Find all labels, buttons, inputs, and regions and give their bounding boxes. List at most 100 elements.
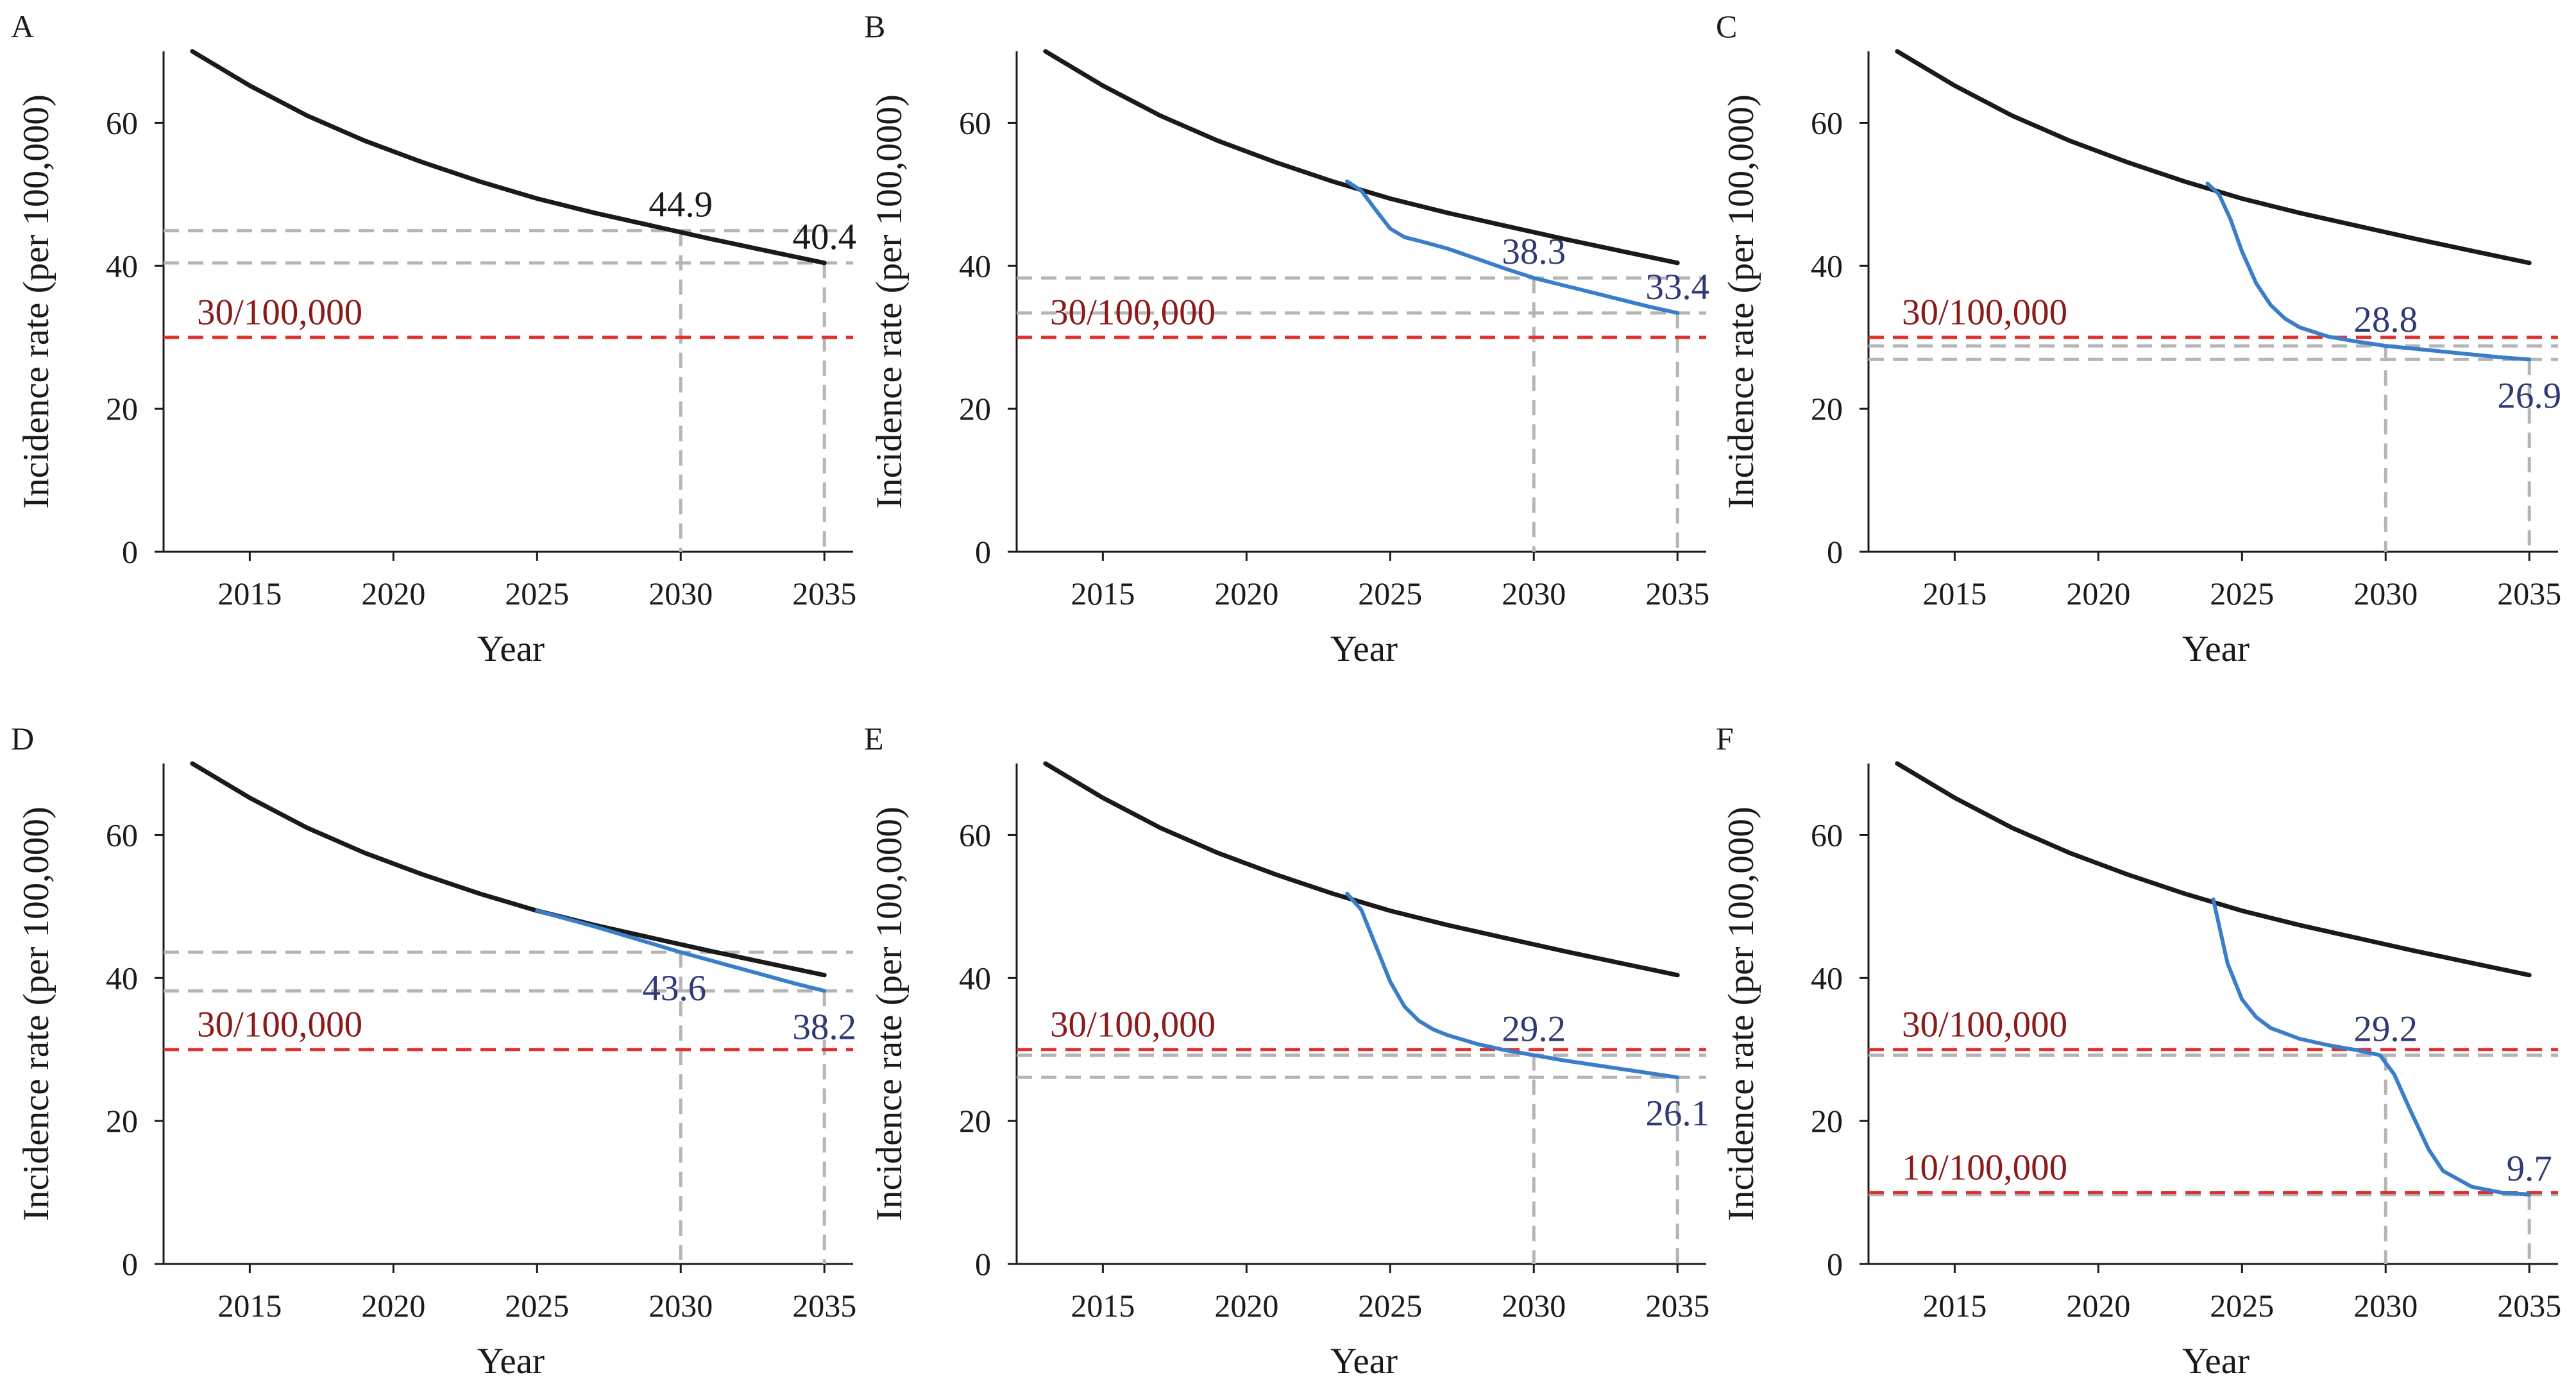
intervention-series-line: [1345, 891, 1680, 1080]
x-tick-label: 2020: [361, 1288, 425, 1324]
y-tick-label: 40: [1811, 248, 1843, 284]
y-tick-label: 20: [959, 391, 991, 427]
x-tick-label: 2030: [648, 576, 713, 611]
y-axis-title: Incidence rate (per 100,000): [1721, 806, 1761, 1221]
x-tick-label: 2035: [1645, 1288, 1709, 1324]
x-tick-label: 2015: [1922, 576, 1987, 611]
y-tick-label: 20: [106, 391, 138, 427]
panel-label: C: [1716, 8, 1737, 44]
y-tick-label: 60: [106, 105, 138, 141]
value-label: 9.7: [2507, 1148, 2552, 1189]
x-axis-title: Year: [477, 629, 545, 669]
value-label: 33.4: [1645, 267, 1709, 307]
y-axis-title: Incidence rate (per 100,000): [1721, 94, 1761, 509]
intervention-series-line: [2211, 897, 2532, 1197]
x-tick-label: 2015: [217, 576, 282, 611]
baseline-series-line: [1895, 49, 2532, 266]
threshold-label: 30/100,000: [1050, 293, 1216, 333]
x-tick-label: 2025: [505, 576, 569, 611]
chart-panel-d: D 0 20 40 60 2015 2020 2025 2030 2035 Year Incidenc…: [11, 721, 856, 1381]
chart-panel-b: B 0 20 40 60 2015 2020 2025 2030 2035 Year Incidenc…: [864, 8, 1709, 669]
baseline-series-line: [190, 49, 827, 266]
y-tick-label: 60: [1811, 105, 1843, 141]
panel-label: F: [1716, 721, 1734, 756]
y-tick-label: 20: [1811, 391, 1843, 427]
panel-label: E: [864, 721, 884, 756]
baseline-series-line: [1043, 49, 1680, 266]
y-axis-title: Incidence rate (per 100,000): [869, 94, 910, 509]
value-label: 38.3: [1502, 232, 1566, 272]
x-tick-label: 2035: [792, 1288, 856, 1324]
y-tick-label: 40: [959, 960, 991, 996]
panel-label: A: [11, 8, 34, 44]
y-tick-label: 40: [1811, 960, 1843, 996]
value-label: 26.1: [1645, 1093, 1709, 1134]
x-tick-label: 2015: [217, 1288, 282, 1324]
panel-label: D: [11, 721, 34, 756]
x-axis-title: Year: [1330, 629, 1398, 669]
x-tick-label: 2035: [792, 576, 856, 611]
y-tick-label: 40: [959, 248, 991, 284]
y-tick-label: 0: [975, 1246, 991, 1282]
x-axis-title: Year: [2182, 629, 2250, 669]
threshold-label: 10/100,000: [1902, 1148, 2067, 1188]
threshold-label: 30/100,000: [197, 293, 362, 333]
x-tick-label: 2020: [361, 576, 425, 611]
y-tick-label: 60: [959, 817, 991, 853]
x-tick-label: 2030: [1502, 1288, 1566, 1324]
chart-panel-c: C 0 20 40 60 2015 2020 2025 2030 2035 Year Incidenc…: [1716, 8, 2561, 669]
y-tick-label: 20: [106, 1103, 138, 1139]
y-axis-title: Incidence rate (per 100,000): [16, 806, 56, 1221]
intervention-series-line: [1345, 179, 1680, 315]
x-tick-label: 2030: [648, 1288, 713, 1324]
y-tick-label: 60: [959, 105, 991, 141]
chart-panel-f: F 0 20 40 60 2015 2020 2025 2030 2035 Year Incidenc…: [1716, 721, 2561, 1381]
x-tick-label: 2025: [505, 1288, 569, 1324]
x-axis-title: Year: [2182, 1341, 2250, 1381]
intervention-series-line: [535, 909, 827, 993]
x-axis-title: Year: [1330, 1341, 1398, 1381]
x-tick-label: 2025: [1358, 1288, 1422, 1324]
y-axis-title: Incidence rate (per 100,000): [869, 806, 910, 1221]
x-tick-label: 2025: [2210, 576, 2274, 611]
x-tick-label: 2030: [2353, 1288, 2418, 1324]
y-tick-label: 0: [122, 1246, 138, 1282]
y-tick-label: 60: [1811, 817, 1843, 853]
baseline-series-line: [190, 761, 827, 978]
value-label: 43.6: [642, 968, 706, 1009]
x-tick-label: 2020: [1214, 1288, 1278, 1324]
value-label: 26.9: [2497, 375, 2561, 416]
x-axis-title: Year: [477, 1341, 545, 1381]
y-tick-label: 0: [122, 534, 138, 570]
y-tick-label: 40: [106, 248, 138, 284]
x-tick-label: 2015: [1071, 576, 1135, 611]
x-tick-label: 2035: [1645, 576, 1709, 611]
baseline-series-line: [1895, 761, 2532, 978]
x-tick-label: 2035: [2497, 1288, 2561, 1324]
chart-panel-e: E 0 20 40 60 2015 2020 2025 2030 2035 Year Incidenc…: [864, 721, 1709, 1381]
value-label: 29.2: [2353, 1009, 2418, 1050]
panel-label: B: [864, 8, 885, 44]
y-tick-label: 20: [1811, 1103, 1843, 1139]
threshold-label: 30/100,000: [1050, 1005, 1216, 1045]
baseline-series-line: [1043, 761, 1680, 978]
intervention-series-line: [2205, 182, 2532, 362]
x-tick-label: 2020: [1214, 576, 1278, 611]
x-tick-label: 2030: [2353, 576, 2418, 611]
y-axis-title: Incidence rate (per 100,000): [16, 94, 56, 509]
threshold-label: 30/100,000: [197, 1005, 362, 1045]
y-tick-label: 0: [975, 534, 991, 570]
value-label: 38.2: [792, 1007, 856, 1047]
y-tick-label: 40: [106, 960, 138, 996]
x-tick-label: 2025: [2210, 1288, 2274, 1324]
y-tick-label: 0: [1827, 534, 1843, 570]
x-tick-label: 2030: [1502, 576, 1566, 611]
value-label: 29.2: [1502, 1009, 1566, 1050]
value-label: 28.8: [2353, 300, 2418, 340]
chart-panel-a: A 0 20 40 60 2015 2020 2025 2030 2035 Year Incidenc…: [11, 8, 856, 669]
y-tick-label: 60: [106, 817, 138, 853]
x-tick-label: 2020: [2066, 1288, 2130, 1324]
threshold-label: 30/100,000: [1902, 1005, 2067, 1045]
y-tick-label: 0: [1827, 1246, 1843, 1282]
